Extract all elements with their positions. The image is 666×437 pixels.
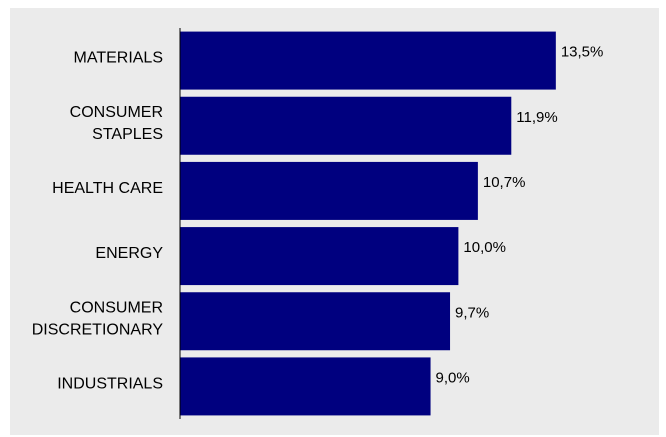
chart-panel: MATERIALS CONSUMER STAPLES HEALTH CARE ENERG… [10,8,659,435]
category-label-line: INDUSTRIALS [57,375,163,392]
value-label-0: 13,5% [561,44,604,61]
category-label-4: CONSUMER DISCRETIONARY [32,299,164,338]
category-label-line: DISCRETIONARY [32,321,164,338]
bar-1 [180,96,512,155]
value-label-4: 9,7% [455,304,489,321]
bar-3 [180,227,459,286]
category-label-3: ENERGY [95,245,163,262]
bar-0 [180,31,556,90]
bar-chart: MATERIALS CONSUMER STAPLES HEALTH CARE ENERG… [32,28,604,419]
bars-group [180,31,556,416]
value-label-2: 10,7% [483,174,526,191]
value-labels: 13,5% 11,9% 10,7% 10,0% 9,7% 9,0% [436,44,604,387]
value-label-5: 9,0% [436,369,470,386]
value-label-3: 10,0% [463,239,506,256]
category-label-line: CONSUMER [70,299,163,316]
category-label-line: ENERGY [95,245,163,262]
category-label-0: MATERIALS [74,50,164,67]
category-labels: MATERIALS CONSUMER STAPLES HEALTH CARE ENERG… [32,50,164,393]
bar-5 [180,357,431,416]
bar-4 [180,292,451,351]
category-label-1: CONSUMER STAPLES [70,104,163,143]
category-label-line: MATERIALS [74,50,164,67]
category-label-line: STAPLES [92,126,163,143]
category-label-5: INDUSTRIALS [57,375,163,392]
category-label-line: HEALTH CARE [52,180,163,197]
value-label-1: 11,9% [516,109,557,126]
bar-2 [180,161,478,220]
category-label-2: HEALTH CARE [52,180,163,197]
category-label-line: CONSUMER [70,104,163,121]
